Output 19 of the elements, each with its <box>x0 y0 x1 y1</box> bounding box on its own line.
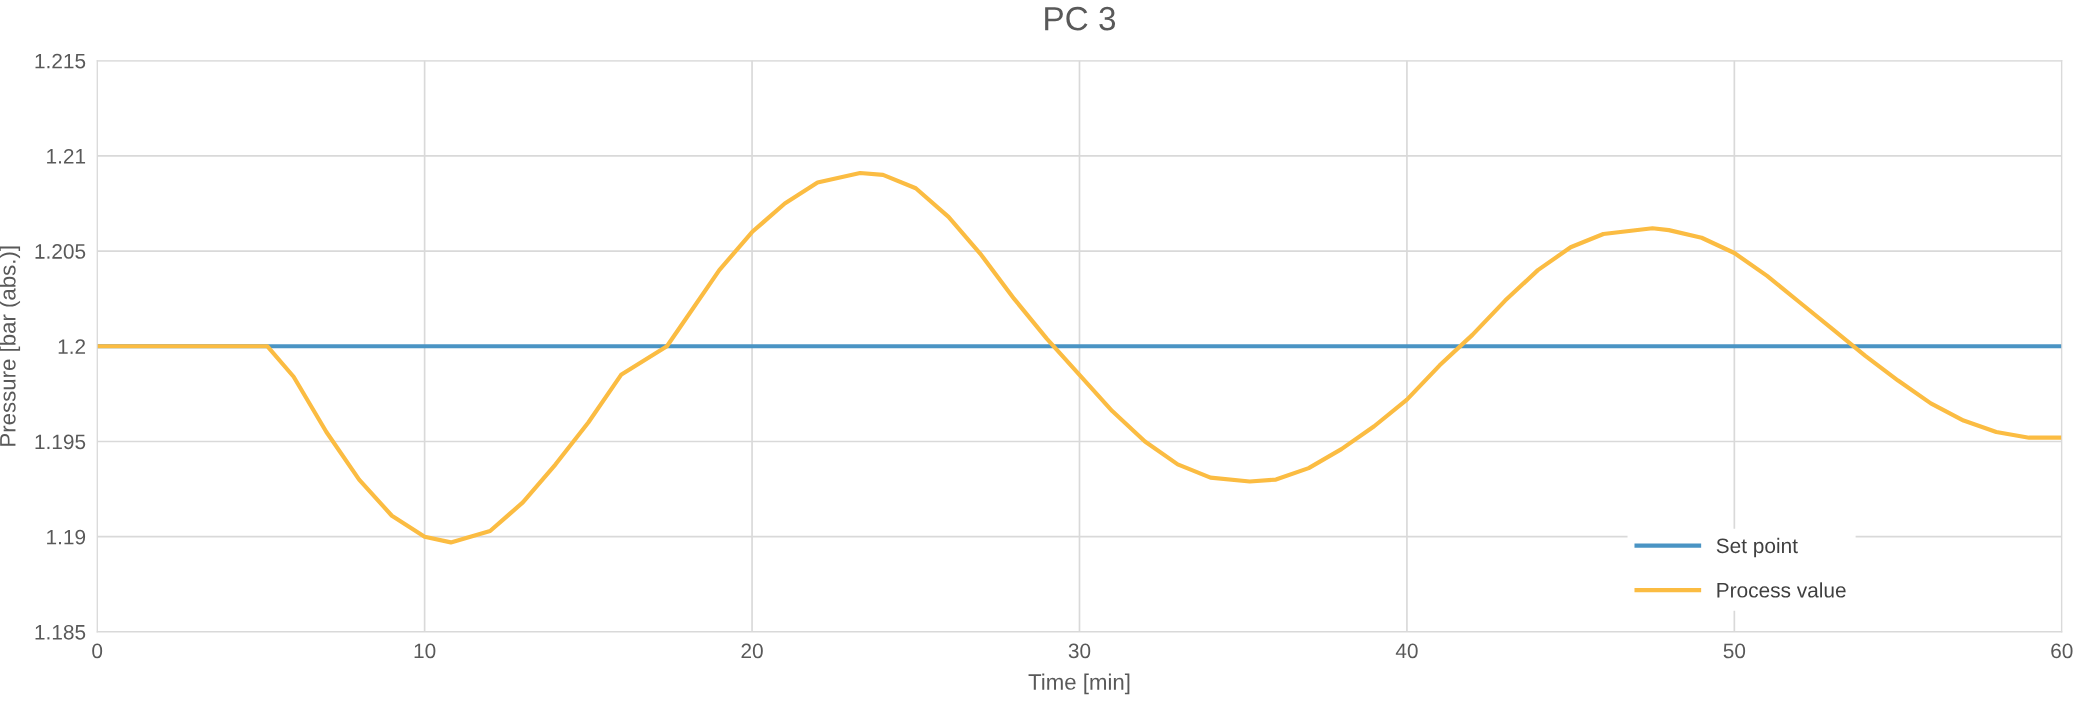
x-tick-label: 50 <box>1723 643 1746 659</box>
x-tick-label: 40 <box>1395 643 1418 659</box>
y-tick-label: 1.2 <box>58 339 86 354</box>
x-tick-label: 30 <box>1068 643 1091 659</box>
legend-label: Process value <box>1717 582 1846 598</box>
y-tick-label: 1.205 <box>35 244 86 259</box>
x-tick-label: 20 <box>741 643 763 659</box>
y-tick-label: 1.195 <box>35 434 86 450</box>
x-tick-label: 60 <box>2051 643 2073 659</box>
x-axis-title: Time [min] <box>1028 673 1130 695</box>
y-tick-label: 1.21 <box>47 148 86 164</box>
x-tick-label: 10 <box>414 643 436 659</box>
x-tick-label: 0 <box>92 643 103 659</box>
y-axis-title: Pressure [bar (abs.)] <box>0 246 21 446</box>
y-tick-label: 1.215 <box>35 53 86 69</box>
y-tick-label: 1.185 <box>35 624 86 640</box>
y-tick-label: 1.19 <box>47 529 86 545</box>
chart-title: PC 3 <box>1045 6 1116 31</box>
legend-label: Set point <box>1716 537 1798 558</box>
